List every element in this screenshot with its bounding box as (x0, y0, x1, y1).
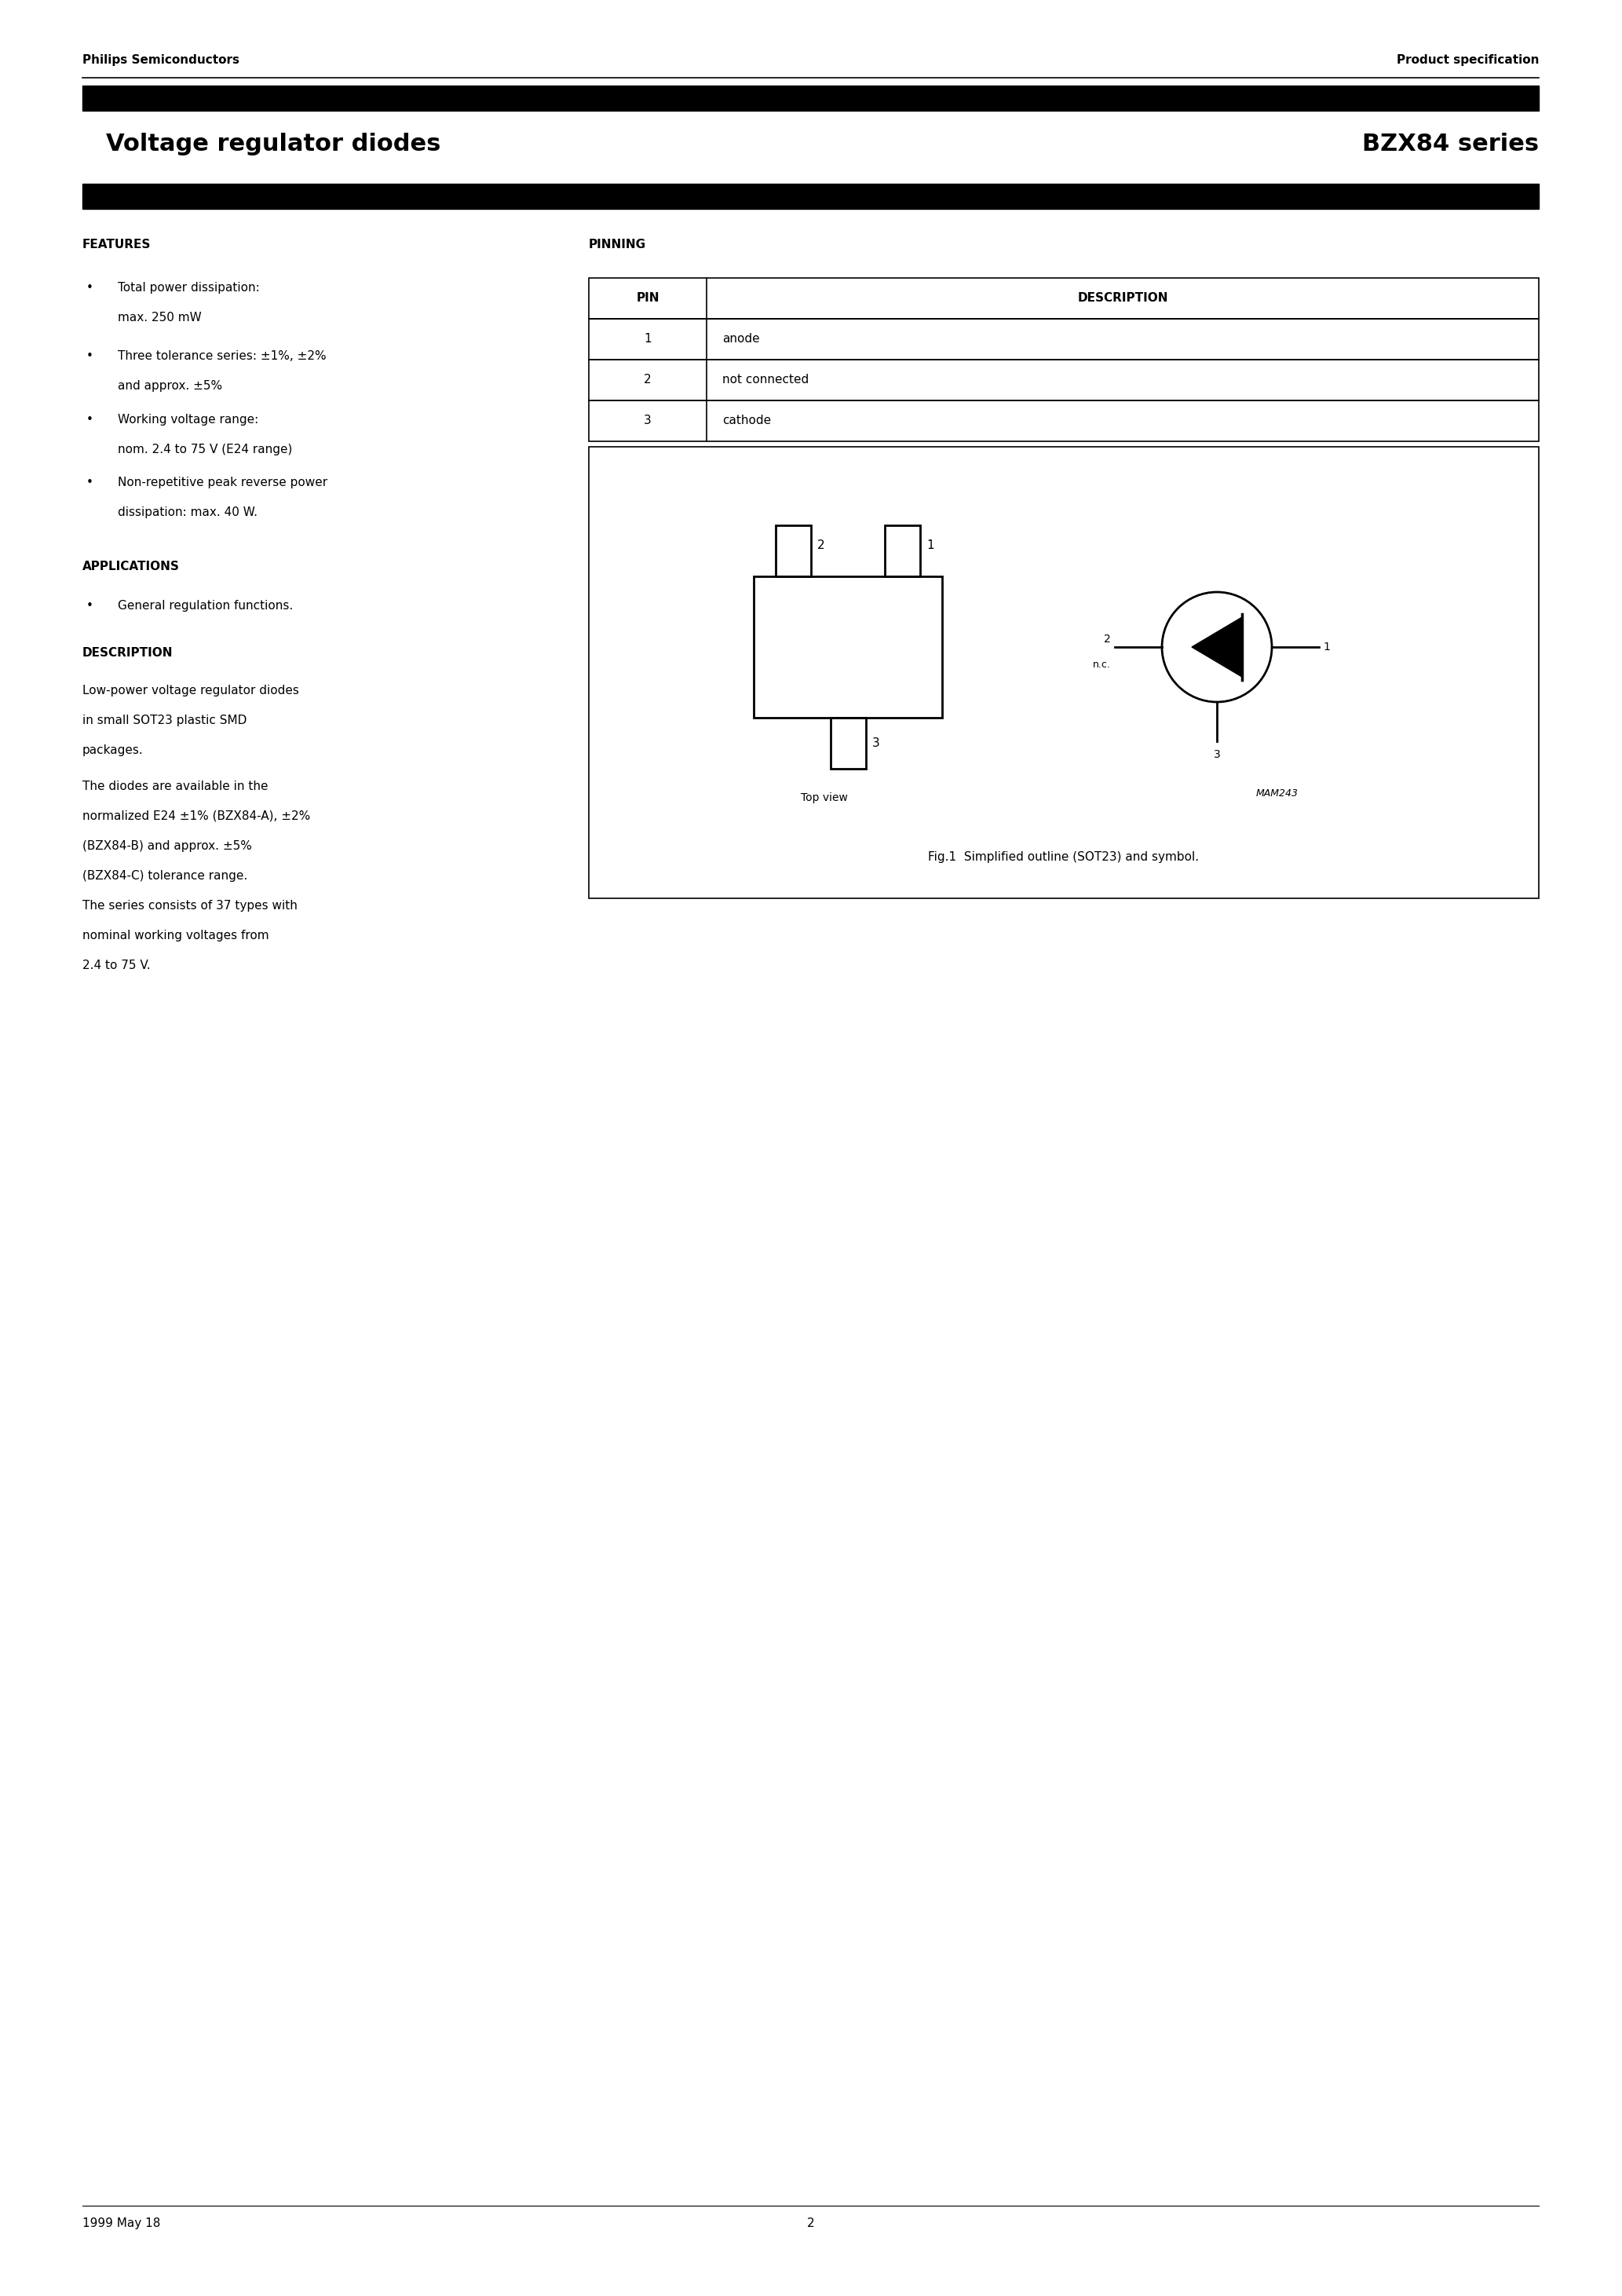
Text: Total power dissipation:: Total power dissipation: (118, 282, 260, 294)
Text: The diodes are available in the: The diodes are available in the (83, 781, 268, 792)
Text: BZX84 series: BZX84 series (1362, 133, 1539, 156)
Text: Working voltage range:: Working voltage range: (118, 413, 258, 425)
Text: Non-repetitive peak reverse power: Non-repetitive peak reverse power (118, 478, 328, 489)
Text: MAM243: MAM243 (1255, 788, 1299, 799)
Bar (83, 85, 1539, 110)
Text: nom. 2.4 to 75 V (E24 range): nom. 2.4 to 75 V (E24 range) (118, 443, 292, 455)
Text: 3: 3 (644, 416, 652, 427)
Text: Philips Semiconductors: Philips Semiconductors (83, 55, 240, 67)
Text: (BZX84-B) and approx. ±5%: (BZX84-B) and approx. ±5% (83, 840, 251, 852)
Bar (775, 526, 811, 576)
Text: DESCRIPTION: DESCRIPTION (1077, 292, 1168, 305)
Bar (830, 719, 866, 769)
Text: 1: 1 (1324, 641, 1330, 652)
Text: FEATURES: FEATURES (83, 239, 151, 250)
Text: 1: 1 (644, 333, 652, 344)
Text: Low-power voltage regulator diodes: Low-power voltage regulator diodes (83, 684, 298, 696)
Text: Three tolerance series: ±1%, ±2%: Three tolerance series: ±1%, ±2% (118, 351, 326, 363)
Bar (83, 184, 1539, 209)
Text: 2: 2 (644, 374, 652, 386)
Bar (589, 278, 1539, 319)
Text: Fig.1  Simplified outline (SOT23) and symbol.: Fig.1 Simplified outline (SOT23) and sym… (928, 852, 1199, 863)
Text: •: • (86, 478, 94, 489)
Bar (589, 400, 1539, 441)
Bar (589, 360, 1539, 400)
Text: nominal working voltages from: nominal working voltages from (83, 930, 269, 941)
Text: normalized E24 ±1% (BZX84-A), ±2%: normalized E24 ±1% (BZX84-A), ±2% (83, 810, 310, 822)
Text: (BZX84-C) tolerance range.: (BZX84-C) tolerance range. (83, 870, 248, 882)
Text: dissipation: max. 40 W.: dissipation: max. 40 W. (118, 507, 258, 519)
Text: max. 250 mW: max. 250 mW (118, 312, 201, 324)
Text: and approx. ±5%: and approx. ±5% (118, 381, 222, 393)
Text: 2.4 to 75 V.: 2.4 to 75 V. (83, 960, 151, 971)
Text: PINNING: PINNING (589, 239, 646, 250)
Text: The series consists of 37 types with: The series consists of 37 types with (83, 900, 297, 912)
Text: anode: anode (722, 333, 759, 344)
Text: PIN: PIN (636, 292, 659, 305)
Text: •: • (86, 413, 94, 425)
Text: 2: 2 (817, 540, 826, 551)
Text: General regulation functions.: General regulation functions. (118, 599, 294, 611)
Text: •: • (86, 282, 94, 294)
Text: not connected: not connected (722, 374, 809, 386)
Text: Product specification: Product specification (1397, 55, 1539, 67)
Text: Voltage regulator diodes: Voltage regulator diodes (105, 133, 441, 156)
Text: DESCRIPTION: DESCRIPTION (83, 647, 174, 659)
Text: 1: 1 (926, 540, 934, 551)
Text: in small SOT23 plastic SMD: in small SOT23 plastic SMD (83, 714, 247, 726)
Bar (884, 526, 920, 576)
Text: 1999 May 18: 1999 May 18 (83, 2218, 161, 2229)
Text: n.c.: n.c. (1093, 659, 1111, 670)
Bar (589, 448, 1539, 898)
Bar (754, 576, 942, 719)
Text: 2: 2 (1105, 634, 1111, 645)
Text: 2: 2 (806, 2218, 814, 2229)
Bar (589, 319, 1539, 360)
Text: packages.: packages. (83, 744, 143, 755)
Text: 3: 3 (1213, 748, 1220, 760)
Text: cathode: cathode (722, 416, 770, 427)
Text: 3: 3 (873, 737, 879, 748)
Text: APPLICATIONS: APPLICATIONS (83, 560, 180, 572)
Text: Top view: Top view (801, 792, 848, 804)
Text: •: • (86, 599, 94, 611)
Polygon shape (1192, 618, 1242, 677)
Text: •: • (86, 351, 94, 363)
